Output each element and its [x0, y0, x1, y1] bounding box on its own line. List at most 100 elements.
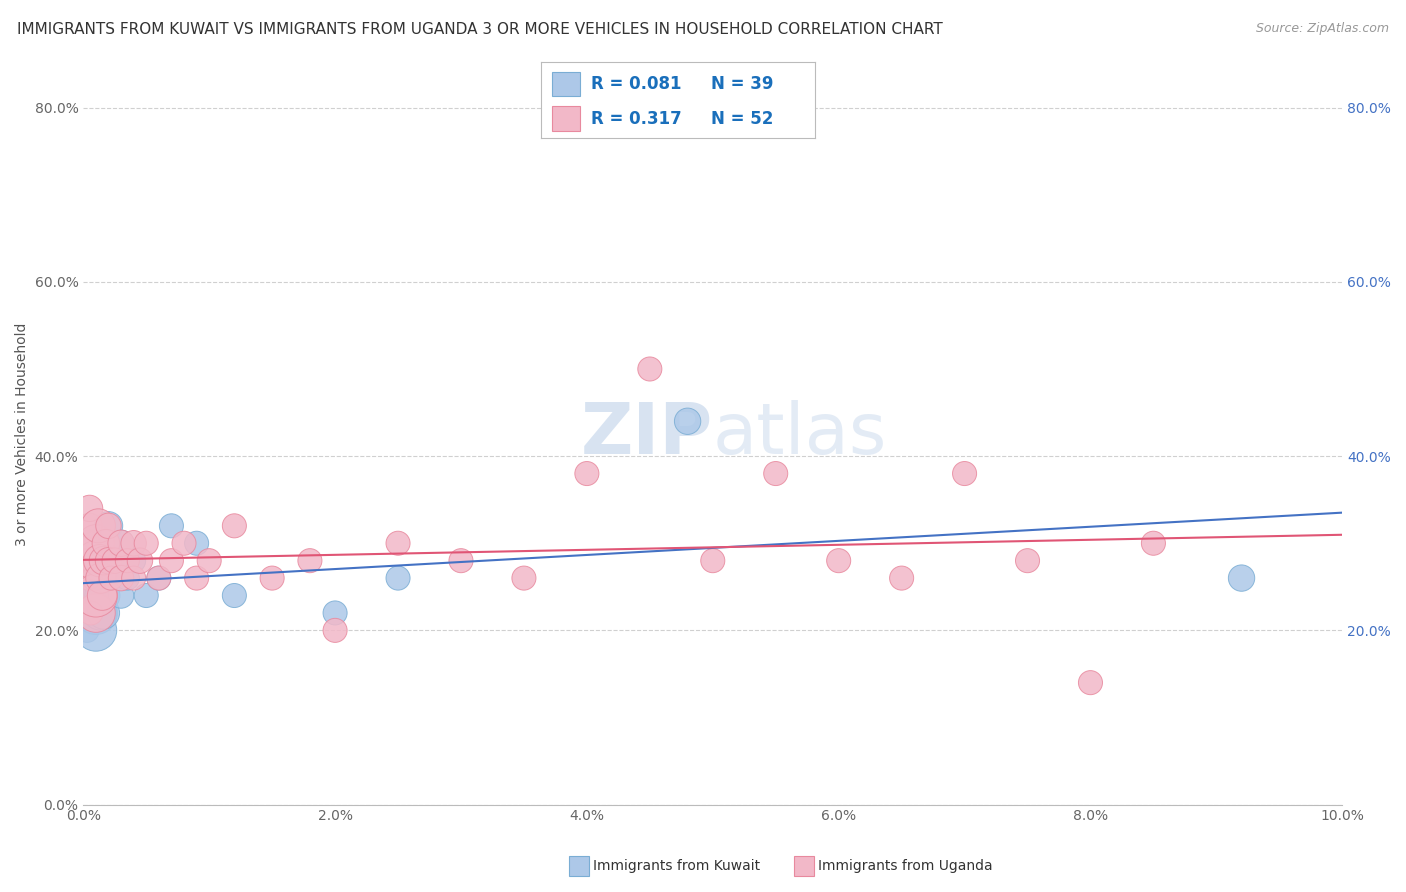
Point	[129, 554, 152, 568]
Point	[827, 554, 849, 568]
Point	[110, 536, 132, 550]
Point	[110, 536, 132, 550]
Point	[122, 571, 145, 585]
Point	[1080, 675, 1102, 690]
Point	[93, 554, 115, 568]
Point	[117, 554, 139, 568]
Point	[90, 589, 112, 603]
Point	[323, 606, 346, 620]
Point	[77, 589, 100, 603]
Text: Immigrants from Uganda: Immigrants from Uganda	[818, 859, 993, 873]
Point	[262, 571, 284, 585]
Point	[76, 606, 98, 620]
Point	[513, 571, 536, 585]
Point	[1017, 554, 1039, 568]
Point	[387, 571, 409, 585]
Point	[224, 518, 246, 533]
Point	[91, 554, 114, 568]
Text: ZIP: ZIP	[581, 400, 713, 469]
Point	[75, 554, 97, 568]
Point	[83, 571, 105, 585]
Point	[160, 518, 183, 533]
Point	[323, 624, 346, 638]
Point	[97, 518, 120, 533]
Point	[84, 580, 107, 594]
Point	[97, 554, 120, 568]
Point	[953, 467, 976, 481]
Point	[79, 501, 101, 516]
Point	[82, 606, 104, 620]
Point	[1142, 536, 1164, 550]
Point	[160, 554, 183, 568]
Point	[93, 606, 115, 620]
Point	[224, 589, 246, 603]
Point	[100, 554, 122, 568]
Point	[84, 554, 107, 568]
Point	[122, 536, 145, 550]
Point	[298, 554, 321, 568]
Point	[82, 554, 104, 568]
Point	[82, 589, 104, 603]
Point	[135, 589, 157, 603]
Bar	[553, 106, 579, 130]
Point	[90, 571, 112, 585]
Text: R = 0.317: R = 0.317	[591, 110, 682, 128]
Point	[100, 571, 122, 585]
Point	[702, 554, 724, 568]
Text: Source: ZipAtlas.com: Source: ZipAtlas.com	[1256, 22, 1389, 36]
Point	[89, 554, 111, 568]
Point	[148, 571, 170, 585]
Point	[186, 571, 208, 585]
Point	[135, 536, 157, 550]
Point	[104, 571, 127, 585]
Point	[198, 554, 221, 568]
Point	[97, 518, 120, 533]
Point	[79, 571, 101, 585]
Text: R = 0.081: R = 0.081	[591, 75, 681, 93]
Text: N = 39: N = 39	[711, 75, 773, 93]
Point	[84, 536, 107, 550]
Point	[84, 606, 107, 620]
Point	[676, 414, 699, 428]
Point	[450, 554, 472, 568]
Point	[77, 571, 100, 585]
Text: Immigrants from Kuwait: Immigrants from Kuwait	[593, 859, 761, 873]
Point	[110, 571, 132, 585]
Point	[148, 571, 170, 585]
Bar	[553, 71, 579, 95]
Point	[104, 554, 127, 568]
Point	[79, 554, 101, 568]
Point	[76, 536, 98, 550]
Point	[83, 571, 105, 585]
Point	[79, 518, 101, 533]
Point	[94, 571, 117, 585]
Point	[76, 624, 98, 638]
Point	[84, 606, 107, 620]
Point	[93, 589, 115, 603]
Point	[387, 536, 409, 550]
Point	[82, 536, 104, 550]
Point	[122, 554, 145, 568]
Point	[1230, 571, 1253, 585]
Point	[84, 589, 107, 603]
Text: atlas: atlas	[713, 400, 887, 469]
Point	[94, 536, 117, 550]
Point	[80, 606, 103, 620]
Point	[173, 536, 195, 550]
Point	[97, 536, 120, 550]
Y-axis label: 3 or more Vehicles in Household: 3 or more Vehicles in Household	[15, 323, 30, 546]
Point	[765, 467, 787, 481]
Point	[638, 362, 661, 376]
Point	[82, 536, 104, 550]
Point	[87, 571, 110, 585]
Text: N = 52: N = 52	[711, 110, 773, 128]
Point	[91, 589, 114, 603]
Point	[575, 467, 598, 481]
Point	[84, 589, 107, 603]
Point	[80, 606, 103, 620]
Point	[84, 624, 107, 638]
Point	[890, 571, 912, 585]
Point	[87, 518, 110, 533]
Point	[117, 571, 139, 585]
Point	[110, 589, 132, 603]
